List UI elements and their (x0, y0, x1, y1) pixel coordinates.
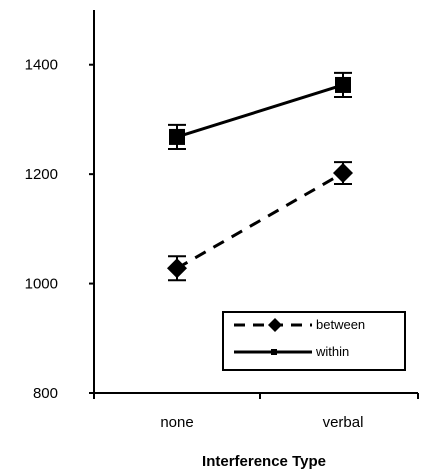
series-within (168, 71, 352, 150)
legend-items: between within (234, 317, 365, 359)
x-tick-label-verbal: verbal (323, 414, 364, 431)
point-within-0 (169, 128, 185, 145)
legend-marker-between (268, 318, 282, 332)
legend-box (222, 311, 406, 371)
y-tick-label-1400: 1400 (25, 57, 58, 74)
y-tick-label-1000: 1000 (25, 276, 58, 293)
point-within-1 (335, 76, 351, 93)
x-ticks: none verbal (93, 393, 419, 431)
series-layer (167, 71, 353, 282)
y-tick-label-800: 800 (33, 385, 58, 402)
legend-label-within: within (315, 344, 349, 359)
y-ticks: 800 1000 1200 1400 (25, 57, 94, 402)
legend-marker-within (271, 349, 277, 355)
series-line-between (176, 171, 344, 270)
point-between-0 (167, 258, 187, 279)
x-axis: none verbal (93, 392, 419, 431)
x-tick-label-none: none (160, 414, 193, 431)
y-tick-label-1200: 1200 (25, 166, 58, 183)
legend-label-between: between (316, 317, 365, 332)
point-between-1 (333, 163, 353, 184)
y-axis: 800 1000 1200 1400 (25, 10, 95, 402)
series-between (167, 161, 353, 282)
legend: between within (222, 311, 406, 371)
series-line-within (176, 83, 344, 139)
x-axis-title: Interference Type (202, 453, 326, 470)
